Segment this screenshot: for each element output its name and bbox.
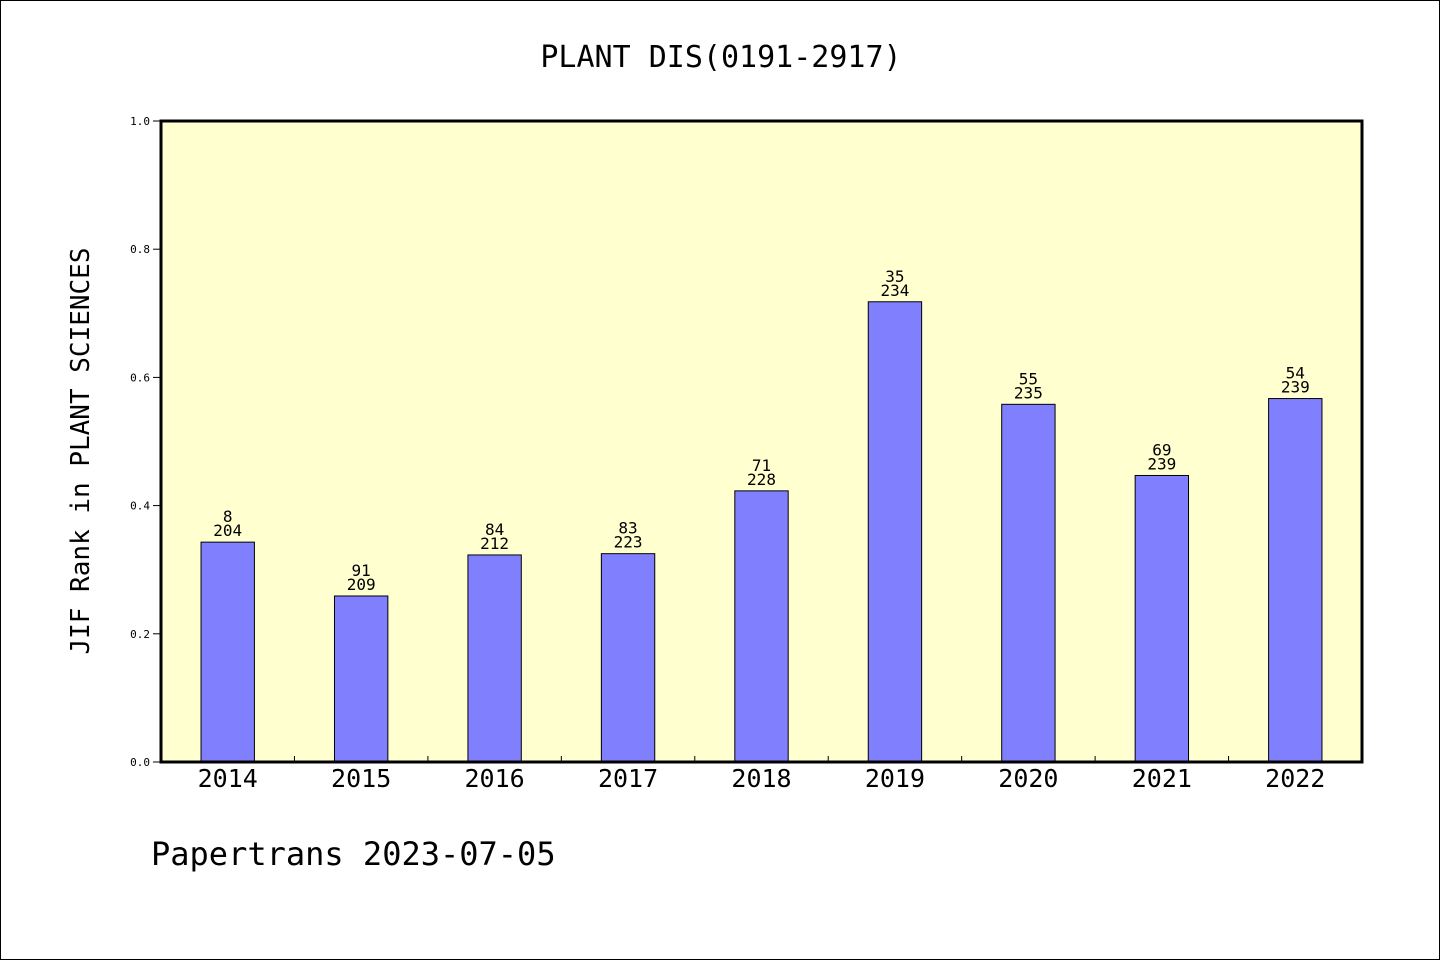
bar-2019 xyxy=(867,301,923,763)
y-tick-label-0.8: 0.8 xyxy=(130,243,150,256)
bars-layer xyxy=(200,301,1323,763)
data-label-total-2020: 235 xyxy=(1014,383,1043,402)
x-tick-label-2014: 2014 xyxy=(198,764,258,793)
chart-title: PLANT DIS(0191-2917) xyxy=(540,40,901,75)
x-axis-ticks: 2014 2015 2016 2017 2018 2019 2020 2021 2022 xyxy=(198,756,1325,793)
data-label-rank-2014: 8 xyxy=(223,507,233,526)
y-axis-label: JIF Rank in PLANT SCIENCES xyxy=(66,248,96,655)
plot-border xyxy=(159,119,1364,764)
data-label-rank-2017: 83 xyxy=(618,519,637,538)
data-label-rank-2018: 71 xyxy=(752,456,771,475)
x-tick-label-2020: 2020 xyxy=(998,764,1058,793)
bar-2021 xyxy=(1134,474,1190,763)
data-label-total-2021: 239 xyxy=(1147,454,1176,473)
bar-2015 xyxy=(333,595,389,763)
data-label-rank-2016: 84 xyxy=(485,520,504,539)
data-label-rank-2015: 91 xyxy=(352,561,371,580)
data-label-total-2014: 204 xyxy=(213,521,242,540)
bar-2022 xyxy=(1268,398,1323,763)
data-label-total-2015: 209 xyxy=(347,575,376,594)
data-label-total-2022: 239 xyxy=(1281,378,1310,397)
data-labels: 8204912098421283223712283523455235692395… xyxy=(213,267,1309,594)
y-tick-label-0.4: 0.4 xyxy=(130,500,150,513)
x-tick-label-2021: 2021 xyxy=(1132,764,1192,793)
data-label-rank-2020: 55 xyxy=(1019,369,1038,388)
y-tick-label-1.0: 1.0 xyxy=(130,115,150,128)
data-label-rank-2021: 69 xyxy=(1152,440,1171,459)
y-tick-label-0.2: 0.2 xyxy=(130,628,150,641)
data-label-rank-2022: 54 xyxy=(1286,364,1305,383)
y-axis-ticks: 0.0 0.2 0.4 0.6 0.8 1.0 xyxy=(130,115,161,769)
bar-2014 xyxy=(200,541,255,763)
x-tick-label-2019: 2019 xyxy=(865,764,925,793)
x-tick-label-2015: 2015 xyxy=(331,764,391,793)
y-tick-label-0.6: 0.6 xyxy=(130,371,150,384)
x-tick-label-2017: 2017 xyxy=(598,764,658,793)
data-label-total-2018: 228 xyxy=(747,470,776,489)
bar-2016 xyxy=(467,554,522,763)
data-label-total-2016: 212 xyxy=(480,534,509,553)
x-tick-label-2016: 2016 xyxy=(465,764,525,793)
bar-2020 xyxy=(1001,403,1056,763)
x-tick-label-2018: 2018 xyxy=(731,764,791,793)
bar-2017 xyxy=(600,553,656,763)
data-label-total-2017: 223 xyxy=(614,533,643,552)
footer-text: Papertrans 2023-07-05 xyxy=(151,835,556,873)
x-tick-label-2022: 2022 xyxy=(1265,764,1325,793)
data-label-rank-2019: 35 xyxy=(885,267,904,286)
data-label-total-2019: 234 xyxy=(880,281,909,300)
bar-2018 xyxy=(734,490,789,763)
y-tick-label-0.0: 0.0 xyxy=(130,756,150,769)
